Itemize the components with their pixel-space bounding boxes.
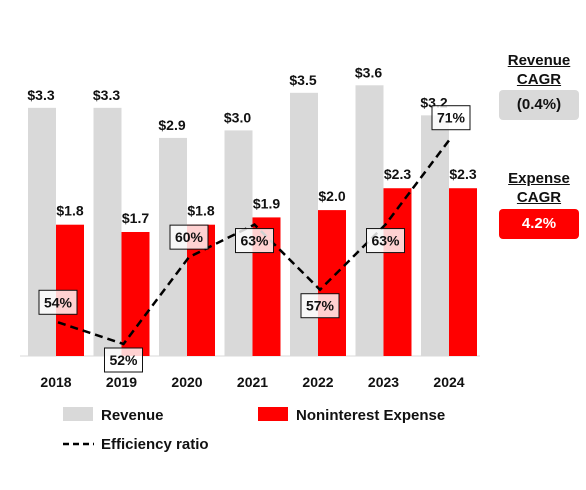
efficiency-line-group [57,136,452,346]
legend-expense-swatch [258,407,288,421]
revenue-bar [93,107,122,356]
efficiency-ratio-label: 54% [38,289,78,315]
legend-efficiency-label: Efficiency ratio [101,436,209,453]
svg-text:54%: 54% [44,294,73,310]
expense-bar [383,188,412,356]
bars-group [28,85,477,357]
revenue-bar-label: $3.0 [224,109,251,125]
legend-expense-label: Noninterest Expense [296,407,445,424]
efficiency-ratio-label: 63% [366,228,405,254]
x-tick-label: 2018 [40,374,71,390]
x-tick-labels: 2018 2019 2020 2021 2022 2023 2024 [40,374,464,390]
expense-cagr-title: Expense CAGR [499,169,579,207]
efficiency-ratio-label: 71% [431,105,471,131]
legend-revenue-swatch [63,407,93,421]
svg-text:52%: 52% [109,352,138,368]
legend: Revenue Noninterest Expense Efficiency rat… [63,407,445,453]
legend-revenue-label: Revenue [101,407,164,424]
expense-bar [318,210,346,356]
x-tick-label: 2022 [302,374,333,390]
expense-bar-label: $2.0 [318,188,345,204]
revenue-bar [28,107,56,356]
expense-bar-label: $1.8 [187,203,214,219]
svg-text:71%: 71% [437,110,466,126]
revenue-bar-label: $3.3 [27,87,54,103]
x-tick-label: 2020 [171,374,202,390]
svg-text:63%: 63% [240,233,269,249]
efficiency-ratio-line [57,136,452,346]
x-tick-label: 2024 [433,374,464,390]
revenue-bar [421,115,449,356]
expense-bar-label: $1.7 [122,210,149,226]
x-tick-label: 2019 [106,374,137,390]
expense-cagr-title-line2: CAGR [516,189,562,206]
expense-bar-label: $2.3 [449,166,476,182]
revenue-cagr-title: Revenue CAGR [499,51,579,89]
svg-text:63%: 63% [371,233,400,249]
x-tick-label: 2023 [368,374,399,390]
revenue-bar-label: $3.6 [355,64,382,80]
revenue-bar-label: $3.3 [93,87,120,103]
expense-bar-label: $1.9 [253,195,280,211]
revenue-bar-label: $3.5 [289,72,316,88]
revenue-cagr-title-line2: CAGR [516,71,562,88]
efficiency-ratio-label: 63% [235,228,274,254]
expense-cagr-title-line1: Expense [508,170,570,187]
svg-text:57%: 57% [306,298,335,314]
expense-bar-label: $2.3 [384,166,411,182]
expense-cagr-value: 4.2% [499,209,579,239]
svg-text:60%: 60% [175,229,204,245]
revenue-bar [355,85,384,356]
revenue-cagr-value: (0.4%) [499,90,579,120]
efficiency-ratio-label: 57% [300,293,340,319]
data-labels-group: $3.3 $1.8 $3.3 $1.7 $2.9 $1.8 $3.0 $1.9 $3.5 $2.0… [27,64,477,373]
revenue-cagr-title-line1: Revenue [507,52,571,69]
expense-bar [121,231,150,356]
x-tick-label: 2021 [237,374,268,390]
expense-bar-label: $1.8 [56,203,83,219]
expense-bar [449,188,477,356]
efficiency-ratio-label: 60% [169,224,209,250]
revenue-bar-label: $2.9 [158,117,185,133]
efficiency-ratio-label: 52% [104,347,143,373]
